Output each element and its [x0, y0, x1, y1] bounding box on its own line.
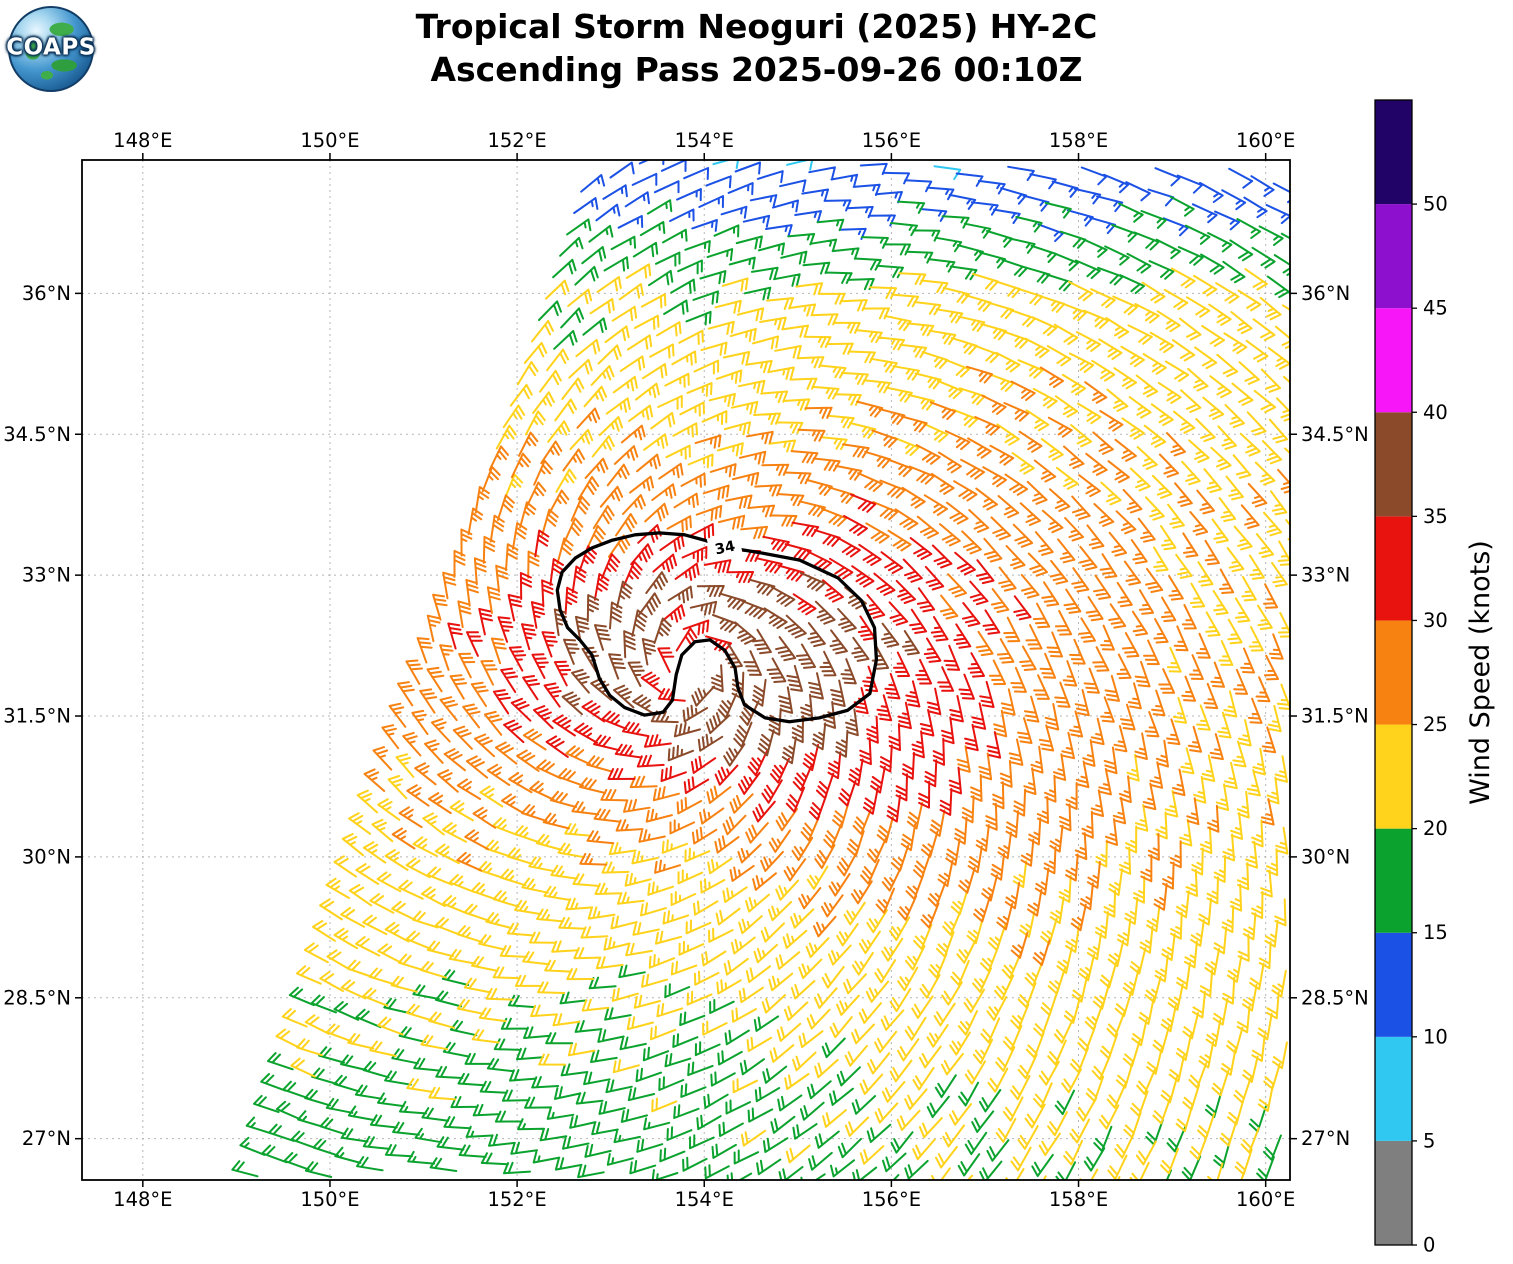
colorbar-segment	[1375, 1036, 1412, 1141]
colorbar-tick-label: 20	[1423, 817, 1448, 840]
x-tick-label-bottom: 150°E	[300, 1188, 359, 1211]
contour-34kt	[555, 531, 879, 724]
colorbar-tick-label: 5	[1423, 1129, 1435, 1152]
colorbar-segment	[1375, 1140, 1412, 1245]
x-tick-label-top: 156°E	[862, 129, 921, 152]
y-tick-label-left: 30°N	[22, 845, 71, 868]
contour-label-box	[706, 532, 743, 561]
y-tick-label-left: 36°N	[22, 282, 71, 305]
logo-text: COAPS	[6, 34, 96, 61]
wind-barbs-speed-band-5	[363, 365, 1290, 966]
colorbar-segment	[1375, 620, 1412, 725]
colorbar-segment	[1375, 932, 1412, 1037]
y-tick-label-right: 34.5°N	[1301, 423, 1369, 446]
colorbar-tick-label: 15	[1423, 921, 1448, 944]
contour-label: 34	[714, 539, 737, 559]
y-tick-label-left: 28.5°N	[3, 986, 71, 1009]
y-tick-label-right: 36°N	[1301, 282, 1350, 305]
y-tick-label-right: 33°N	[1301, 564, 1350, 587]
colorbar-tick-label: 25	[1423, 713, 1448, 736]
colorbar-title: Wind Speed (knots)	[1465, 540, 1496, 805]
x-tick-label-top: 160°E	[1236, 129, 1295, 152]
contour-label-group: 34	[706, 532, 743, 561]
axis-labels: 148°E 148°E 150°E 150°E 152°E 152°E 154°E 154°E…	[3, 129, 1369, 1211]
y-tick-label-right: 28.5°N	[1301, 986, 1369, 1009]
y-tick-label-left: 27°N	[22, 1127, 71, 1150]
colorbar-tick-label: 10	[1423, 1025, 1448, 1048]
y-tick-label-left: 33°N	[22, 564, 71, 587]
colorbar-tick-label: 30	[1423, 609, 1448, 632]
globe-icon	[8, 6, 94, 92]
wind-barbs-speed-band-6	[447, 493, 1032, 823]
colorbar-segment	[1375, 100, 1412, 205]
x-tick-label-bottom: 154°E	[675, 1188, 734, 1211]
map-grid	[82, 160, 1290, 1180]
plot-border	[81, 159, 1291, 1181]
x-tick-label-top: 154°E	[675, 129, 734, 152]
x-tick-label-bottom: 148°E	[113, 1188, 172, 1211]
x-tick-label-bottom: 160°E	[1236, 1188, 1295, 1211]
axis-ticks	[75, 153, 1297, 1187]
colorbar-tick-label: 40	[1423, 401, 1448, 424]
colorbar-segment	[1375, 516, 1412, 621]
colorbar-segment	[1375, 204, 1412, 309]
wind-barbs-speed-band-3	[231, 195, 1290, 1180]
colorbar-tick-label: 45	[1423, 297, 1448, 320]
x-tick-label-top: 152°E	[487, 129, 546, 152]
x-tick-label-bottom: 158°E	[1049, 1188, 1108, 1211]
wind-barbs-speed-band-7	[553, 571, 920, 767]
wind-barb-field	[231, 160, 1290, 1180]
colorbar-segment	[1375, 724, 1412, 829]
wind-barbs-speed-band-2	[573, 160, 1290, 243]
coaps-logo: COAPS	[6, 6, 96, 92]
x-tick-label-top: 148°E	[113, 129, 172, 152]
colorbar-border	[1374, 99, 1413, 1246]
y-tick-label-right: 30°N	[1301, 845, 1350, 868]
y-tick-label-right: 27°N	[1301, 1127, 1350, 1150]
y-tick-label-right: 31.5°N	[1301, 705, 1369, 728]
colorbar-segment	[1375, 828, 1412, 933]
x-tick-label-bottom: 156°E	[862, 1188, 921, 1211]
y-tick-label-left: 34.5°N	[3, 423, 71, 446]
colorbar-tick-label: 0	[1423, 1234, 1435, 1257]
colorbar-tick-label: 50	[1423, 193, 1448, 216]
colorbar-segment	[1375, 412, 1412, 517]
x-tick-label-top: 150°E	[300, 129, 359, 152]
x-tick-label-top: 158°E	[1049, 129, 1108, 152]
wind-barbs-speed-band-4	[275, 263, 1290, 1180]
contour-34kt-group: 34	[555, 531, 879, 724]
x-tick-label-bottom: 152°E	[487, 1188, 546, 1211]
colorbar-tick-label: 35	[1423, 505, 1448, 528]
y-tick-label-left: 31.5°N	[3, 705, 71, 728]
colorbar: 0 5 10 15 20 25 30 35 40 45 50 Wind Speed (knots)	[1374, 99, 1496, 1257]
colorbar-segment	[1375, 308, 1412, 413]
